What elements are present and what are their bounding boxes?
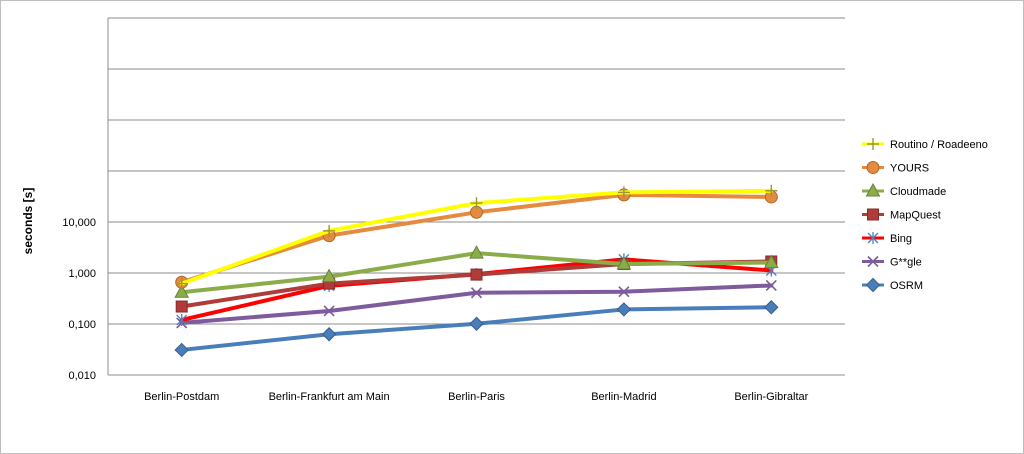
data-point bbox=[176, 313, 188, 326]
axes bbox=[107, 18, 845, 376]
series-cloudmade bbox=[174, 245, 779, 298]
y-tick-labels: 0,010 0,100 1,000 10,000 bbox=[62, 217, 96, 382]
legend-marker bbox=[867, 255, 879, 268]
data-point bbox=[469, 316, 484, 331]
data-point bbox=[469, 245, 484, 259]
series-g-gle bbox=[176, 279, 777, 329]
data-point bbox=[175, 277, 188, 290]
x-tick-label: Berlin-Frankfurt am Main bbox=[269, 391, 390, 403]
data-point bbox=[470, 197, 483, 210]
y-tick-label: 0,100 bbox=[68, 319, 96, 331]
x-tick-label: Berlin-Gibraltar bbox=[734, 391, 808, 403]
y-tick-label: 10,000 bbox=[62, 217, 96, 229]
data-point bbox=[321, 268, 337, 283]
data-point bbox=[470, 287, 483, 299]
data-point bbox=[763, 254, 779, 269]
data-point bbox=[323, 305, 335, 317]
legend-marker bbox=[867, 232, 879, 244]
grid-lines bbox=[108, 17, 845, 325]
legend-label: Cloudmade bbox=[890, 186, 946, 198]
x-tick-label: Berlin-Paris bbox=[448, 391, 505, 403]
data-point bbox=[175, 300, 188, 313]
data-point bbox=[174, 342, 189, 358]
data-point bbox=[764, 300, 779, 315]
series-routino-roadeeno bbox=[175, 184, 778, 290]
legend-marker bbox=[865, 277, 881, 293]
legend-label: Bing bbox=[890, 233, 912, 245]
legend-item: YOURS bbox=[862, 161, 929, 175]
data-point bbox=[765, 184, 778, 197]
legend-label: G**gle bbox=[890, 257, 922, 269]
legend: Routino / Roadeeno YOURS Cloudmade MapQuest… bbox=[862, 138, 988, 293]
legend-item: MapQuest bbox=[862, 208, 941, 222]
data-point bbox=[174, 284, 190, 298]
legend-label: MapQuest bbox=[890, 210, 941, 222]
legend-marker bbox=[867, 138, 879, 150]
series-osrm bbox=[174, 300, 779, 358]
legend-item: OSRM bbox=[862, 277, 923, 293]
x-tick-label: Berlin-Postdam bbox=[144, 391, 219, 403]
data-point bbox=[323, 224, 336, 237]
legend-item: G**gle bbox=[862, 255, 922, 269]
series-group bbox=[174, 184, 779, 358]
legend-item: Routino / Roadeeno bbox=[862, 138, 988, 151]
x-tick-labels: Berlin-Postdam Berlin-Frankfurt am Main Be… bbox=[144, 391, 809, 403]
legend-label: YOURS bbox=[890, 163, 929, 175]
legend-marker bbox=[866, 161, 880, 174]
legend-item: Bing bbox=[862, 232, 912, 245]
y-tick-label: 0,010 bbox=[68, 370, 96, 382]
data-point bbox=[618, 286, 630, 298]
data-point bbox=[470, 268, 483, 281]
data-point bbox=[616, 255, 632, 270]
legend-label: Routino / Roadeeno bbox=[890, 139, 988, 151]
x-tick-label: Berlin-Madrid bbox=[591, 391, 656, 403]
data-point bbox=[321, 327, 337, 342]
legend-item: Cloudmade bbox=[862, 182, 946, 198]
data-point bbox=[765, 279, 777, 292]
y-tick-label: 1,000 bbox=[68, 268, 96, 280]
data-point bbox=[617, 186, 630, 199]
legend-marker bbox=[865, 182, 881, 197]
legend-label: OSRM bbox=[890, 280, 923, 292]
data-point bbox=[616, 302, 632, 317]
legend-marker bbox=[867, 208, 879, 221]
